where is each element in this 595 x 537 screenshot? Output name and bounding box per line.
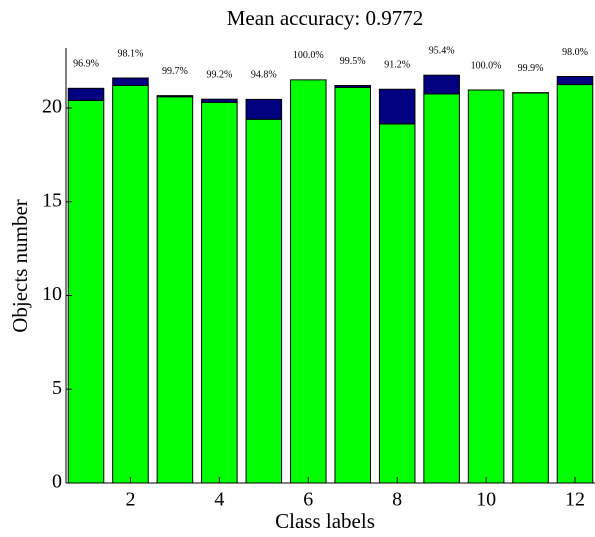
accuracy-label: 98.1% — [118, 48, 144, 59]
x-tick-label: 8 — [392, 489, 402, 511]
bar-segment — [512, 92, 549, 484]
bar-segment — [112, 77, 149, 86]
y-axis-label: Objects number — [8, 199, 32, 333]
bar-segment — [467, 89, 505, 484]
accuracy-label: 98.0% — [562, 47, 588, 58]
bar-segment — [378, 123, 416, 484]
x-tick-label: 2 — [125, 489, 135, 511]
bar-segment — [67, 87, 105, 101]
bar-segment — [201, 101, 238, 484]
bar-segment — [112, 85, 149, 484]
accuracy-label: 100.0% — [471, 60, 502, 71]
y-tick-label: 0 — [52, 471, 62, 493]
x-tick-label: 6 — [303, 489, 313, 511]
bar-segment — [556, 76, 594, 86]
bar-segment — [201, 98, 238, 103]
accuracy-label: 99.9% — [518, 63, 544, 74]
bar-segment — [556, 84, 594, 484]
bar-segment — [334, 86, 372, 484]
bar-segment — [334, 85, 372, 88]
x-axis-label: Class labels — [275, 509, 375, 533]
bar-segment — [378, 88, 416, 125]
y-tick-label: 10 — [42, 283, 62, 305]
accuracy-label: 99.2% — [206, 69, 232, 80]
bar-segment — [156, 95, 194, 98]
bar-segment — [245, 118, 283, 484]
accuracy-label: 99.7% — [162, 66, 188, 77]
accuracy-label: 100.0% — [293, 50, 324, 61]
x-tick-label: 12 — [565, 489, 585, 511]
x-tick-label: 10 — [476, 489, 496, 511]
bar-segment — [67, 100, 105, 484]
bar-segment — [289, 79, 327, 484]
y-tick-label: 20 — [42, 96, 62, 118]
bar-segment — [423, 93, 460, 484]
y-tick-label: 5 — [52, 377, 62, 399]
chart-title: Mean accuracy: 0.9772 — [227, 6, 424, 30]
accuracy-label: 95.4% — [429, 45, 455, 56]
accuracy-label: 99.5% — [340, 56, 366, 67]
bar-segment — [156, 96, 194, 484]
x-tick-label: 4 — [214, 489, 224, 511]
accuracy-label: 94.8% — [251, 70, 277, 81]
bar-segment — [245, 98, 283, 120]
accuracy-label: 91.2% — [384, 60, 410, 71]
accuracy-label: 96.9% — [73, 59, 99, 70]
y-tick-label: 15 — [42, 189, 62, 211]
bar-segment — [423, 74, 460, 95]
